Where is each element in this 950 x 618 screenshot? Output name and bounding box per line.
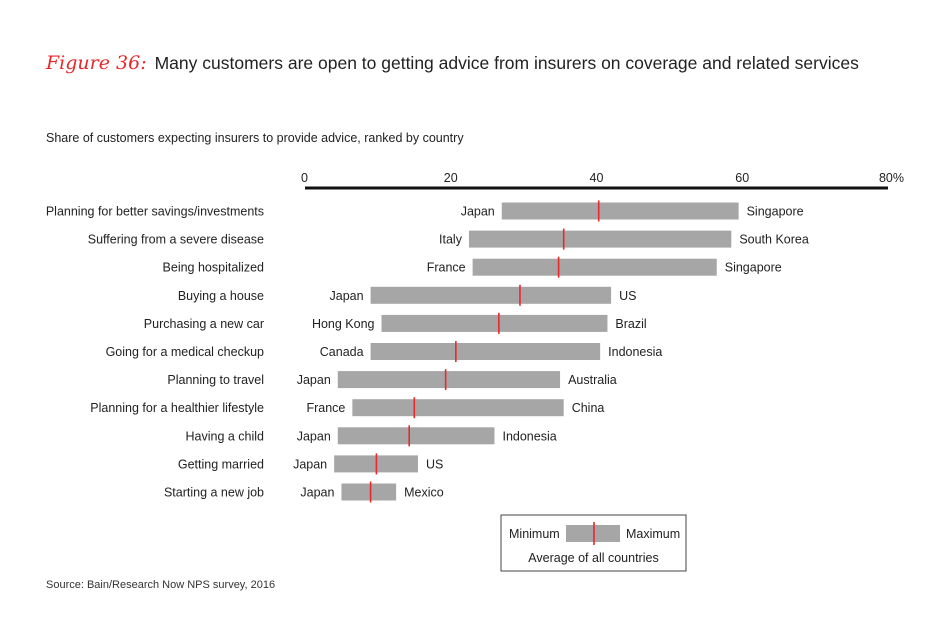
max-country-label: Australia <box>568 373 617 387</box>
min-country-label: Japan <box>461 205 495 219</box>
chart-subtitle: Share of customers expecting insurers to… <box>46 131 464 145</box>
max-country-label: US <box>619 289 636 303</box>
category-label: Planning for a healthier lifestyle <box>90 401 264 415</box>
category-label: Having a child <box>185 429 264 443</box>
category-label: Planning to travel <box>167 373 264 387</box>
min-country-label: Italy <box>439 233 463 247</box>
min-country-label: Japan <box>330 289 364 303</box>
legend-maximum-label: Maximum <box>626 527 680 541</box>
category-label: Suffering from a severe disease <box>88 233 264 247</box>
legend-minimum-label: Minimum <box>509 527 560 541</box>
legend-box <box>500 514 687 572</box>
range-bar <box>381 314 608 332</box>
source-note: Source: Bain/Research Now NPS survey, 20… <box>46 579 276 591</box>
x-tick-label: 40 <box>590 171 604 185</box>
min-country-label: Japan <box>297 429 331 443</box>
legend-range-swatch <box>566 525 620 542</box>
legend-average-label: Average of all countries <box>528 551 658 565</box>
range-bar <box>370 286 612 304</box>
category-label: Getting married <box>178 457 264 471</box>
max-country-label: South Korea <box>739 233 809 247</box>
max-country-label: Singapore <box>725 261 782 275</box>
max-country-label: Mexico <box>404 486 444 500</box>
figure-title-text: Many customers are open to getting advic… <box>154 53 859 73</box>
max-country-label: Brazil <box>615 317 646 331</box>
max-country-label: Indonesia <box>608 345 662 359</box>
range-bar <box>468 230 732 248</box>
category-label: Planning for better savings/investments <box>46 205 264 219</box>
range-bar <box>337 371 561 389</box>
min-country-label: Japan <box>297 373 331 387</box>
max-country-label: US <box>426 457 443 471</box>
range-bar <box>341 483 397 501</box>
max-country-label: China <box>572 401 605 415</box>
max-country-label: Indonesia <box>502 429 556 443</box>
range-bar <box>501 202 739 220</box>
category-label: Purchasing a new car <box>144 317 264 331</box>
min-country-label: Canada <box>320 345 364 359</box>
min-country-label: France <box>306 401 345 415</box>
min-country-label: Japan <box>293 457 327 471</box>
x-tick-label: 60 <box>735 171 749 185</box>
range-bar <box>370 343 601 360</box>
min-country-label: France <box>427 261 466 275</box>
x-tick-label: 20 <box>444 171 458 185</box>
category-label: Going for a medical checkup <box>106 345 264 359</box>
category-label: Starting a new job <box>164 486 264 500</box>
range-bar <box>472 258 717 276</box>
x-tick-label: 80% <box>879 171 904 185</box>
range-bar <box>337 427 495 445</box>
figure-title: Figure 36: Many customers are open to get… <box>46 52 859 74</box>
max-country-label: Singapore <box>747 205 804 219</box>
min-country-label: Hong Kong <box>312 317 375 331</box>
range-bar <box>352 399 564 417</box>
min-country-label: Japan <box>300 486 334 500</box>
figure-number: Figure 36: <box>46 52 147 74</box>
category-label: Being hospitalized <box>163 261 265 275</box>
category-label: Buying a house <box>178 289 264 303</box>
x-tick-label: 0 <box>301 171 308 185</box>
